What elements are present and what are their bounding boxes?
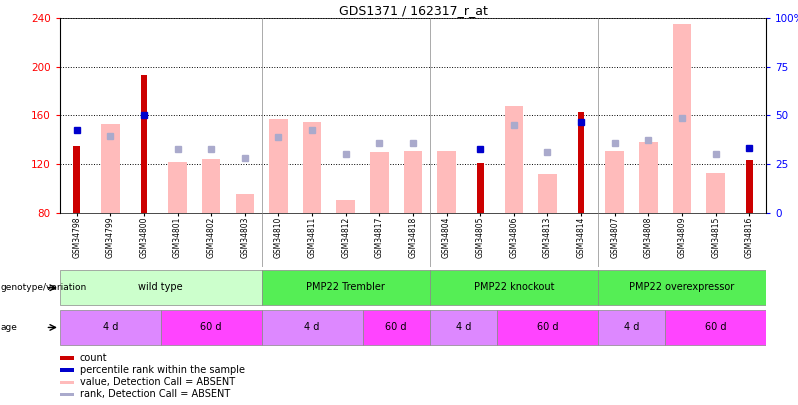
Text: 60 d: 60 d [705, 322, 726, 332]
Bar [160, 310, 262, 345]
Bar [538, 174, 557, 213]
Bar [606, 151, 624, 213]
Text: PMP22 overexpressor: PMP22 overexpressor [630, 282, 735, 292]
Text: 60 d: 60 d [385, 322, 407, 332]
Bar [60, 356, 73, 360]
Bar [639, 142, 658, 213]
Bar [60, 381, 73, 384]
Bar [60, 310, 160, 345]
Bar [73, 146, 80, 213]
Bar [578, 112, 584, 213]
Text: value, Detection Call = ABSENT: value, Detection Call = ABSENT [80, 377, 235, 387]
Bar [430, 271, 598, 305]
Bar [337, 200, 355, 213]
Bar [140, 75, 148, 213]
Text: count: count [80, 353, 108, 363]
Bar [202, 159, 220, 213]
Bar [302, 122, 322, 213]
Text: 4 d: 4 d [103, 322, 118, 332]
Text: 60 d: 60 d [200, 322, 222, 332]
Bar [598, 271, 766, 305]
Bar [60, 369, 73, 372]
Text: percentile rank within the sample: percentile rank within the sample [80, 365, 245, 375]
Text: 4 d: 4 d [624, 322, 639, 332]
Bar [497, 310, 598, 345]
Text: age: age [1, 323, 18, 332]
Bar [477, 163, 484, 213]
Bar [60, 271, 262, 305]
Text: rank, Detection Call = ABSENT: rank, Detection Call = ABSENT [80, 390, 230, 399]
Bar [101, 124, 120, 213]
Bar [666, 310, 766, 345]
Bar [430, 310, 497, 345]
Text: 4 d: 4 d [304, 322, 320, 332]
Title: GDS1371 / 162317_r_at: GDS1371 / 162317_r_at [338, 4, 488, 17]
Bar [504, 106, 523, 213]
Bar [598, 310, 666, 345]
Text: 4 d: 4 d [456, 322, 471, 332]
Text: PMP22 Trembler: PMP22 Trembler [306, 282, 385, 292]
Bar [269, 119, 288, 213]
Text: PMP22 knockout: PMP22 knockout [473, 282, 554, 292]
Bar [370, 152, 389, 213]
Bar [235, 194, 254, 213]
Bar [168, 162, 187, 213]
Bar [746, 160, 753, 213]
Bar [673, 24, 691, 213]
Bar [706, 173, 725, 213]
Text: genotype/variation: genotype/variation [1, 283, 87, 292]
Text: wild type: wild type [138, 282, 183, 292]
Bar [437, 151, 456, 213]
Text: 60 d: 60 d [537, 322, 559, 332]
Bar [404, 151, 422, 213]
Bar [60, 393, 73, 396]
Bar [262, 310, 362, 345]
Bar [362, 310, 430, 345]
Bar [262, 271, 430, 305]
